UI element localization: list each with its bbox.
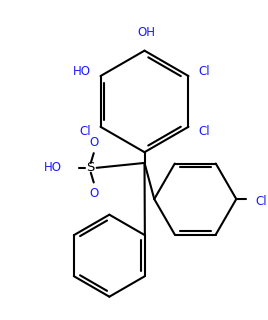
Text: Cl: Cl	[79, 125, 91, 138]
Text: OH: OH	[137, 26, 155, 39]
Text: HO: HO	[43, 161, 62, 174]
Text: O: O	[89, 136, 98, 149]
Text: Cl: Cl	[256, 196, 267, 209]
Text: Cl: Cl	[198, 65, 210, 78]
Text: S: S	[87, 161, 95, 174]
Text: Cl: Cl	[198, 125, 210, 138]
Text: HO: HO	[73, 65, 91, 78]
Text: O: O	[89, 187, 98, 200]
